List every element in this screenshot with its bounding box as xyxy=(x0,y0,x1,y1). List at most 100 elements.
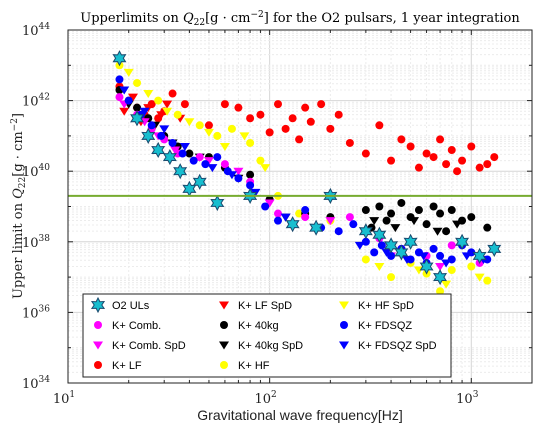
point-k-40kg xyxy=(414,206,423,215)
point-k-comb xyxy=(115,93,124,102)
legend-label-k-hf-spd: K+ HF SpD xyxy=(358,300,414,312)
point-o2-uls xyxy=(141,127,156,144)
point-k-40kg xyxy=(467,213,476,222)
point-k-lf xyxy=(326,124,335,133)
point-k-fdsqz-spd xyxy=(381,248,392,257)
point-o2-uls xyxy=(162,149,177,166)
point-k-comb xyxy=(273,209,282,218)
legend: O2 ULs K+ Comb. K+ Comb. SpD K+ LF K+ LF SpD… xyxy=(82,293,452,378)
legend-label-k-fdsqz-spd: K+ FDSQZ SpD xyxy=(358,340,437,352)
point-k-lf xyxy=(375,121,384,130)
series-k-hf-spd xyxy=(123,68,485,289)
legend-box xyxy=(82,293,452,378)
point-k-40kg-spd xyxy=(390,224,401,233)
point-k-fdsqz xyxy=(157,131,166,140)
point-k-lf xyxy=(453,167,462,176)
x-tick-label: 103 xyxy=(456,390,479,407)
legend-label-k-lf-spd: K+ LF SpD xyxy=(238,300,292,312)
point-o2-uls xyxy=(384,237,399,254)
y-axis-label-pre: Upper limit on xyxy=(11,199,26,299)
point-k-hf-spd xyxy=(143,90,154,99)
point-k-fdsqz xyxy=(429,244,438,253)
legend-marker-k-comb-spd xyxy=(93,341,103,350)
point-k-fdsqz xyxy=(349,220,358,229)
point-k-lf xyxy=(265,128,274,137)
point-k-40kg xyxy=(422,220,431,229)
point-k-comb-spd xyxy=(170,146,181,155)
axis-ticks xyxy=(67,29,533,384)
point-o2-uls xyxy=(472,247,487,264)
point-k-hf-spd xyxy=(123,68,134,77)
y-axis-label: Upper limit on Q22[g · cm−2] xyxy=(10,113,28,299)
point-k-hf xyxy=(195,121,204,130)
point-k-fdsqz-spd xyxy=(159,125,170,134)
y-tick-label: 1038 xyxy=(22,234,50,251)
point-k-fdsqz-spd xyxy=(418,252,429,261)
legend-marker-k-40kg xyxy=(220,321,228,329)
point-k-40kg xyxy=(246,170,255,179)
point-k-hf-spd xyxy=(162,107,173,116)
point-k-fdsqz xyxy=(201,160,210,169)
point-k-comb-spd xyxy=(435,263,446,272)
y-tick-label: 1044 xyxy=(22,22,50,39)
y-tick-label: 1040 xyxy=(22,163,50,180)
point-k-comb-spd xyxy=(233,167,244,176)
point-k-fdsqz xyxy=(301,206,310,215)
point-k-fdsqz xyxy=(261,202,270,211)
point-k-lf xyxy=(447,146,456,155)
point-o2-uls xyxy=(403,233,418,250)
legend-label-k-comb: K+ Comb. xyxy=(112,320,161,332)
point-k-hf xyxy=(227,124,236,133)
point-k-40kg xyxy=(442,227,451,236)
y-axis-label-post: ] xyxy=(11,113,26,118)
chart-title-post: ] for the O2 pulsars, 1 year integration xyxy=(264,11,521,26)
point-o2-uls xyxy=(455,233,470,250)
point-k-comb-spd xyxy=(264,199,275,208)
y-tick-label: 1042 xyxy=(22,93,50,110)
point-k-lf xyxy=(490,153,499,162)
point-o2-uls xyxy=(394,244,409,261)
point-k-fdsqz xyxy=(361,237,370,246)
point-k-fdsqz-spd xyxy=(280,213,291,222)
point-k-lf xyxy=(429,153,438,162)
legend-label-k-hf: K+ HF xyxy=(238,360,270,372)
point-k-lf xyxy=(334,110,343,119)
point-k-fdsqz xyxy=(234,174,243,183)
point-k-hf xyxy=(246,138,255,147)
point-k-lf xyxy=(246,114,255,123)
point-k-hf xyxy=(256,156,265,165)
point-k-lf-spd xyxy=(119,107,130,116)
point-k-lf xyxy=(288,114,297,123)
point-k-hf-spd xyxy=(474,273,485,282)
point-k-fdsqz-spd xyxy=(461,252,472,261)
point-k-fdsqz-spd xyxy=(441,259,452,268)
point-k-comb xyxy=(447,241,456,250)
point-k-lf xyxy=(467,142,476,151)
point-k-hf xyxy=(361,255,370,264)
point-k-lf xyxy=(387,156,396,165)
point-k-hf xyxy=(154,96,163,105)
point-k-fdsqz xyxy=(147,121,156,130)
x-axis-label: Gravitational wave frequency[Hz] xyxy=(197,407,402,423)
point-k-hf xyxy=(483,276,492,285)
legend-label-k-lf: K+ LF xyxy=(112,360,142,372)
x-tick-label: 101 xyxy=(53,390,75,407)
point-k-fdsqz xyxy=(436,251,445,260)
point-o2-uls xyxy=(285,216,300,233)
point-k-fdsqz xyxy=(178,149,187,158)
point-k-hf-spd xyxy=(219,142,230,151)
point-o2-uls xyxy=(130,110,145,127)
point-k-40kg-spd xyxy=(369,217,380,226)
chart-title-sub: 22 xyxy=(194,18,205,28)
point-o2-uls xyxy=(487,240,502,257)
point-k-fdsqz xyxy=(370,248,379,257)
point-k-hf xyxy=(447,266,456,275)
point-o2-uls xyxy=(433,269,448,286)
point-k-40kg-spd xyxy=(452,220,463,229)
point-k-comb-spd xyxy=(203,157,214,166)
legend-marker-k-comb xyxy=(94,321,102,329)
y-axis-label-q: Q xyxy=(11,188,26,199)
point-k-lf xyxy=(256,110,265,119)
y-axis-label-exp: −2 xyxy=(10,118,20,131)
point-k-lf xyxy=(422,149,431,158)
